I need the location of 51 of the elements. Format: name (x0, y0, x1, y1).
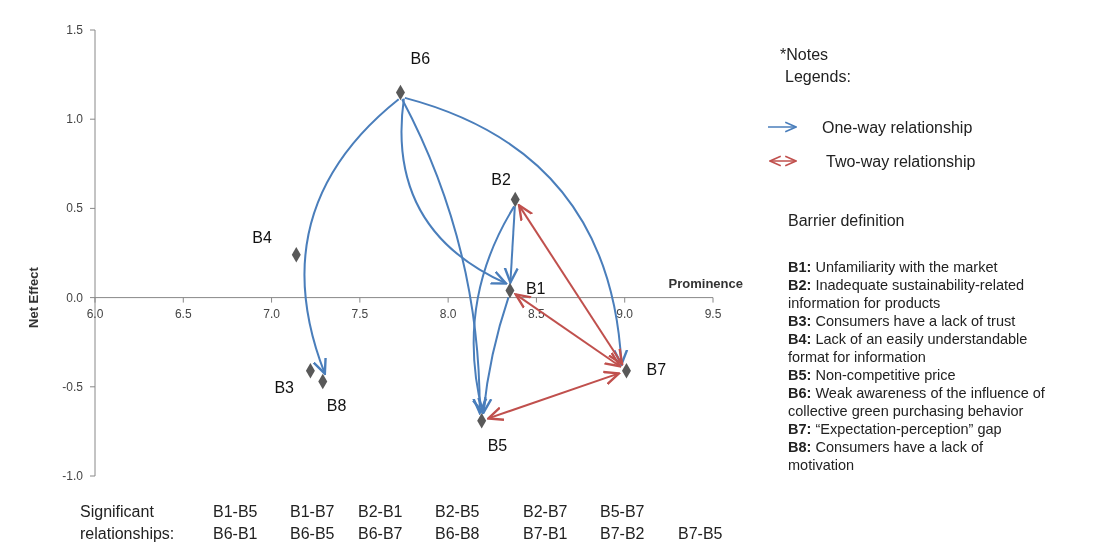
x-tick-label: 9.5 (704, 306, 722, 321)
text: Significant (80, 503, 155, 520)
annotation: B7 (646, 360, 667, 378)
y-tick-label: 1.5 (66, 23, 84, 37)
x-tick-label: 9.0 (616, 306, 634, 321)
text: B7-B1 (523, 525, 568, 542)
text: Barrier definition (788, 212, 905, 229)
text: B1-B7 (290, 503, 335, 520)
text: B2-B1 (358, 503, 403, 520)
annotation: B4 (252, 228, 272, 246)
text: B1: Unfamiliarity with the market (788, 259, 998, 275)
text: B6: Weak awareness of the influence of collective green purchasing behavior (788, 385, 1046, 419)
text: One-way relationship (822, 119, 973, 136)
text: relationships: (80, 525, 175, 542)
y-axis-title: Net Effect (26, 266, 41, 328)
annotation: B2 (491, 171, 511, 189)
text: B7-B5 (678, 525, 723, 542)
x-tick-label: 6.0 (86, 306, 104, 321)
y-tick-label: -0.5 (62, 379, 84, 394)
text: B2: Inadequate sustainability-related information for products (788, 277, 1025, 311)
x-tick-label: 8.0 (439, 306, 457, 321)
text: B5-B7 (600, 503, 645, 520)
y-tick-label: -1.0 (62, 469, 84, 483)
text: B3: Consumers have a lack of trust (788, 313, 1016, 329)
annotation: B3 (274, 378, 295, 396)
text: B5: Non-competitive price (788, 367, 956, 383)
text: *Notes (780, 46, 829, 63)
text: B4: Lack of an easily understandable format for information (788, 331, 1028, 365)
text: B6-B1 (213, 525, 258, 542)
text: B6-B7 (358, 525, 403, 542)
text: B6-B5 (290, 525, 335, 542)
x-tick-label: 7.0 (263, 306, 281, 321)
annotation: B6 (410, 50, 431, 68)
text: Two-way relationship (826, 153, 976, 170)
text: B1-B5 (213, 503, 258, 520)
text: Legends: (785, 68, 851, 85)
text: B2-B5 (435, 503, 480, 520)
y-tick-label: 1.0 (66, 112, 84, 127)
text: B2-B7 (523, 503, 568, 520)
text: B7: “Expectation-perception” gap (788, 421, 1002, 437)
y-tick-label: 0.0 (66, 290, 84, 305)
text: B8: Consumers have a lack of motivation (788, 439, 985, 473)
y-tick-label: 0.5 (66, 201, 84, 216)
x-tick-label: 7.5 (351, 306, 369, 321)
annotation: B5 (487, 436, 508, 454)
x-tick-label: 6.5 (174, 306, 192, 321)
text: B7-B2 (600, 525, 645, 542)
annotation: B8 (326, 397, 347, 415)
annotation: B1 (525, 280, 546, 298)
text: B6-B8 (435, 525, 480, 542)
x-axis-title: Prominence (668, 275, 743, 291)
